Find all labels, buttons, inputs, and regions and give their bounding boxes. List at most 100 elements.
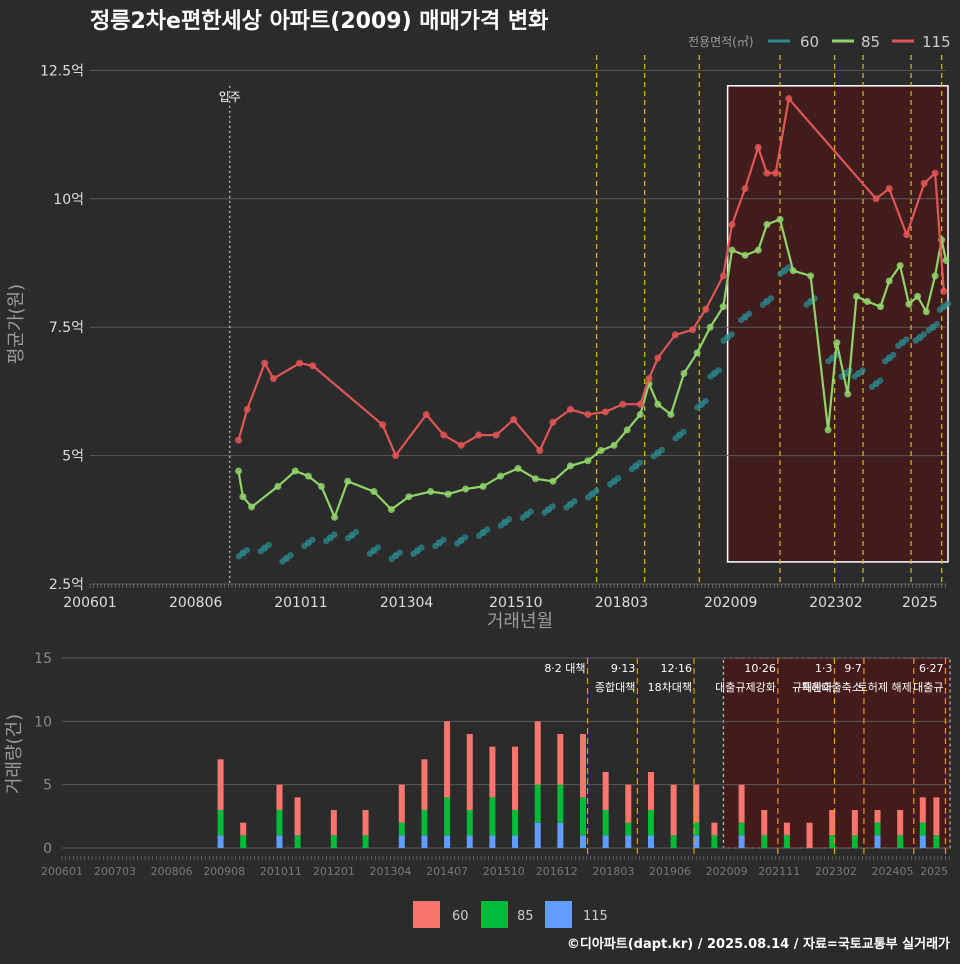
volume-bar-60 bbox=[602, 772, 609, 810]
volume-bar-85 bbox=[362, 835, 369, 848]
data-point-60 bbox=[287, 552, 294, 559]
volume-bar-60 bbox=[276, 784, 283, 810]
data-point-60 bbox=[720, 337, 727, 344]
price-panel: 2.5억 5억 7.5억 10억 12.5억 200601 200806 201011 2013… bbox=[40, 55, 952, 611]
data-point-60 bbox=[388, 555, 395, 563]
volume-panel: 0 5 10 15 200601 200703 200806 200908 201011 2012… bbox=[34, 651, 951, 878]
data-point-85 bbox=[863, 298, 871, 306]
volume-bar-60 bbox=[489, 746, 496, 798]
x-tick-label: 200601 bbox=[63, 595, 116, 611]
data-point-60 bbox=[475, 532, 483, 539]
volume-legend-label-60: 60 bbox=[452, 909, 469, 924]
data-point-85 bbox=[291, 467, 299, 475]
data-point-115 bbox=[671, 331, 679, 339]
x-tick-label: 201510 bbox=[489, 595, 542, 611]
data-point-115 bbox=[741, 185, 749, 193]
volume-x-tick-label: 202111 bbox=[758, 865, 800, 878]
data-point-85 bbox=[693, 349, 701, 357]
price-legend: 전용면적(㎡) 60 85 115 bbox=[688, 33, 951, 51]
data-point-60 bbox=[636, 459, 644, 466]
data-point-60 bbox=[257, 547, 264, 555]
data-point-85 bbox=[274, 482, 282, 490]
volume-bar-85 bbox=[557, 784, 564, 823]
volume-bar-85 bbox=[602, 810, 609, 836]
volume-bar-60 bbox=[512, 746, 519, 810]
data-point-115 bbox=[654, 354, 662, 362]
data-point-115 bbox=[475, 431, 483, 439]
data-point-115 bbox=[772, 169, 780, 177]
volume-x-tick-label: 202405 bbox=[871, 865, 913, 878]
data-point-115 bbox=[920, 179, 928, 187]
data-point-60 bbox=[868, 383, 876, 390]
volume-bar-85 bbox=[670, 835, 677, 848]
volume-bar-85 bbox=[851, 835, 858, 848]
volume-bar-85 bbox=[625, 822, 632, 836]
data-point-85 bbox=[654, 400, 662, 408]
data-point-85 bbox=[905, 300, 913, 308]
data-point-115 bbox=[689, 326, 697, 334]
volume-bar-115 bbox=[398, 835, 405, 848]
volume-bar-60 bbox=[693, 784, 700, 823]
data-point-115 bbox=[457, 441, 465, 449]
volume-bar-85 bbox=[919, 822, 926, 836]
data-point-115 bbox=[785, 95, 793, 103]
data-point-60 bbox=[410, 550, 417, 557]
volume-bar-115 bbox=[919, 835, 926, 848]
data-point-115 bbox=[392, 452, 400, 460]
data-point-60 bbox=[352, 528, 360, 536]
data-point-115 bbox=[261, 359, 269, 367]
data-point-60 bbox=[563, 504, 570, 511]
data-point-115 bbox=[234, 436, 242, 444]
data-point-60 bbox=[331, 531, 338, 538]
volume-x-tick-label: 200908 bbox=[203, 865, 245, 878]
data-point-85 bbox=[824, 426, 832, 434]
data-point-85 bbox=[636, 411, 644, 419]
data-point-115 bbox=[440, 431, 448, 439]
x-tick-label: 202302 bbox=[809, 595, 862, 611]
volume-x-tick-label: 201407 bbox=[426, 865, 468, 878]
volume-y-tick-label: 0 bbox=[43, 841, 52, 857]
volume-bar-115 bbox=[512, 835, 519, 848]
volume-bar-60 bbox=[466, 734, 473, 810]
volume-highlight-region bbox=[722, 657, 951, 849]
volume-legend: 60 85 115 bbox=[413, 901, 608, 928]
volume-bar-60 bbox=[647, 772, 654, 810]
volume-bar-60 bbox=[919, 797, 926, 823]
volume-x-tick-label: 200703 bbox=[94, 865, 136, 878]
volume-bar-85 bbox=[421, 810, 428, 836]
data-point-85 bbox=[876, 303, 884, 311]
volume-y-tick-label: 5 bbox=[43, 778, 52, 794]
data-point-85 bbox=[844, 390, 852, 398]
data-point-60 bbox=[541, 509, 548, 516]
data-point-60 bbox=[803, 301, 810, 308]
volume-bar-60 bbox=[806, 822, 813, 848]
data-point-85 bbox=[597, 446, 605, 454]
data-point-115 bbox=[702, 305, 710, 313]
volume-bar-85 bbox=[829, 835, 836, 848]
x-tick-label: 201304 bbox=[380, 595, 434, 611]
data-point-115 bbox=[903, 231, 911, 239]
policy-date-label: 1·3 bbox=[815, 662, 833, 675]
data-point-85 bbox=[549, 477, 557, 485]
volume-bar-85 bbox=[761, 835, 768, 848]
volume-bar-85 bbox=[933, 835, 940, 848]
data-point-60 bbox=[920, 331, 927, 338]
legend-label-60: 60 bbox=[800, 33, 819, 51]
data-point-115 bbox=[754, 143, 762, 151]
data-point-85 bbox=[763, 220, 771, 228]
data-point-60 bbox=[519, 514, 526, 521]
policy-date-label: 9·7 bbox=[844, 662, 862, 675]
data-point-115 bbox=[536, 446, 544, 454]
volume-bar-115 bbox=[466, 835, 473, 848]
volume-x-tick-label: 202302 bbox=[815, 865, 857, 878]
data-point-60 bbox=[936, 306, 944, 313]
volume-y-tick-label: 10 bbox=[34, 714, 52, 730]
volume-bar-60 bbox=[294, 797, 301, 836]
volume-bar-115 bbox=[217, 835, 224, 848]
volume-bar-60 bbox=[398, 784, 405, 823]
policy-date-label: 6·27 bbox=[919, 662, 944, 675]
volume-bar-60 bbox=[580, 734, 587, 798]
data-point-85 bbox=[754, 246, 762, 254]
volume-x-tick-label: 200806 bbox=[151, 865, 193, 878]
